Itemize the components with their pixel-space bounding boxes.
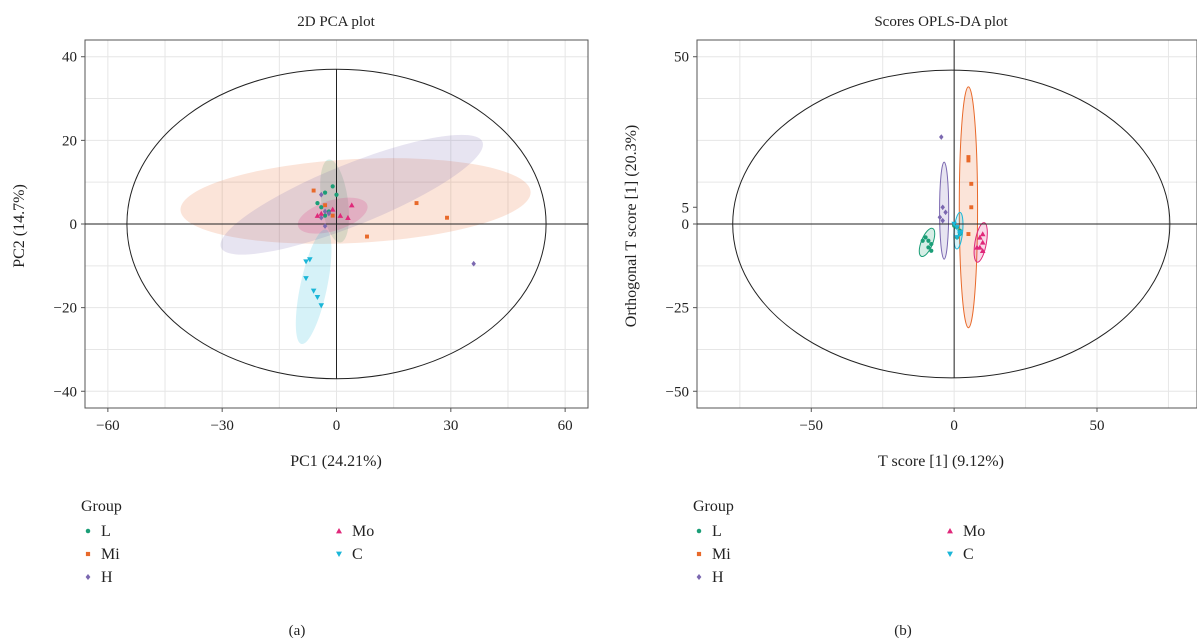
opls-legend-marker-c	[947, 552, 953, 557]
opls-plot-area: −50 0 50−50−250550	[666, 40, 1197, 434]
opls-legend: Group L Mi H Mo C	[693, 498, 985, 586]
opls-y-tick-label: −50	[666, 384, 689, 400]
pca-point-mi	[365, 235, 369, 239]
opls-y-tick-label: 0	[682, 217, 690, 233]
pca-y-tick-label: 40	[62, 50, 77, 66]
opls-legend-item-mo: Mo	[947, 523, 985, 540]
pca-legend-label-l: L	[101, 523, 111, 540]
opls-legend-marker-mi	[697, 552, 701, 556]
pca-x-tick-label: 0	[333, 418, 341, 434]
opls-point-l	[921, 239, 925, 243]
pca-point-l	[323, 191, 327, 195]
opls-point-l	[923, 235, 927, 239]
pca-plot-area: −60 −30 0 30 60 −40 −20 0 20 40	[54, 40, 588, 434]
opls-point-mi	[966, 155, 970, 159]
opls-legend-marker-h	[697, 574, 702, 580]
pca-panel: 2D PCA plot −60 −30 0 30 60 −40 −20 0 20 40 PC1 (…	[11, 14, 588, 639]
opls-y-tick-label: 50	[674, 50, 689, 66]
pca-point-l	[334, 193, 338, 197]
pca-legend-marker-h	[86, 574, 91, 580]
pca-point-mi	[445, 216, 449, 220]
opls-legend-title: Group	[693, 498, 734, 515]
pca-y-tick-label: 20	[62, 133, 77, 149]
pca-x-tick-label: 30	[443, 418, 458, 434]
opls-x-tick-label: −50	[800, 418, 823, 434]
pca-point-l	[319, 205, 323, 209]
pca-legend-marker-mo	[336, 528, 342, 533]
pca-y-tick-label: −20	[54, 301, 77, 317]
opls-legend-item-mi: Mi	[697, 546, 731, 563]
opls-caption: (b)	[894, 623, 912, 639]
opls-point-mi	[969, 182, 973, 186]
opls-point-l	[926, 245, 930, 249]
pca-legend-title: Group	[81, 498, 122, 515]
pca-legend-marker-mi	[86, 552, 90, 556]
pca-legend-item-h: H	[86, 569, 113, 586]
pca-legend: Group L Mi H Mo C	[81, 498, 374, 586]
opls-point-l	[929, 249, 933, 253]
pca-legend-label-mo: Mo	[352, 523, 374, 540]
opls-legend-item-l: L	[697, 523, 722, 540]
opls-legend-label-h: H	[712, 569, 724, 586]
pca-y-tick-label: 0	[70, 217, 78, 233]
pca-point-mi	[312, 189, 316, 193]
pca-caption: (a)	[289, 623, 306, 639]
pca-x-tick-label: 60	[558, 418, 573, 434]
opls-legend-marker-l	[697, 529, 702, 534]
pca-legend-label-c: C	[352, 546, 363, 563]
opls-point-l	[926, 239, 930, 243]
opls-y-tick-label: 5	[682, 200, 690, 216]
opls-legend-marker-mo	[947, 528, 953, 533]
opls-legend-label-l: L	[712, 523, 722, 540]
opls-ellipse-l	[916, 226, 938, 258]
opls-y-tick-label: −25	[666, 301, 689, 317]
pca-legend-item-c: C	[336, 546, 363, 563]
pca-legend-label-mi: Mi	[101, 546, 120, 563]
pca-point-mi	[323, 203, 327, 207]
opls-legend-item-h: H	[697, 569, 724, 586]
pca-x-tick-label: −30	[210, 418, 233, 434]
pca-point-mi	[331, 214, 335, 218]
pca-point-l	[315, 201, 319, 205]
opls-ellipse-mi	[959, 87, 977, 328]
pca-x-tick-label: −60	[96, 418, 119, 434]
opls-ellipse-h	[940, 162, 949, 259]
opls-x-tick-label: 0	[950, 418, 958, 434]
opls-y-axis-label: Orthogonal T score [1] (20.3%)	[623, 125, 640, 327]
opls-point-mi	[966, 158, 970, 162]
opls-legend-label-c: C	[963, 546, 974, 563]
pca-y-axis-label: PC2 (14.7%)	[11, 184, 28, 268]
pca-title: 2D PCA plot	[297, 14, 375, 30]
opls-point-mi	[969, 205, 973, 209]
opls-point-l	[929, 242, 933, 246]
opls-point-h	[939, 134, 943, 140]
pca-legend-marker-c	[336, 552, 342, 557]
opls-legend-label-mi: Mi	[712, 546, 731, 563]
opls-point-mi	[966, 232, 970, 236]
pca-legend-marker-l	[86, 529, 91, 534]
opls-legend-item-c: C	[947, 546, 974, 563]
pca-legend-label-h: H	[101, 569, 113, 586]
pca-point-l	[331, 184, 335, 188]
opls-title: Scores OPLS-DA plot	[874, 14, 1008, 30]
pca-legend-item-mi: Mi	[86, 546, 120, 563]
pca-legend-item-mo: Mo	[336, 523, 374, 540]
pca-y-tick-label: −40	[54, 384, 77, 400]
pca-legend-item-l: L	[86, 523, 111, 540]
pca-x-axis-label: PC1 (24.21%)	[290, 453, 382, 470]
opls-x-tick-label: 50	[1090, 418, 1105, 434]
pca-point-mi	[415, 201, 419, 205]
opls-x-axis-label: T score [1] (9.12%)	[878, 453, 1004, 470]
opls-legend-label-mo: Mo	[963, 523, 985, 540]
